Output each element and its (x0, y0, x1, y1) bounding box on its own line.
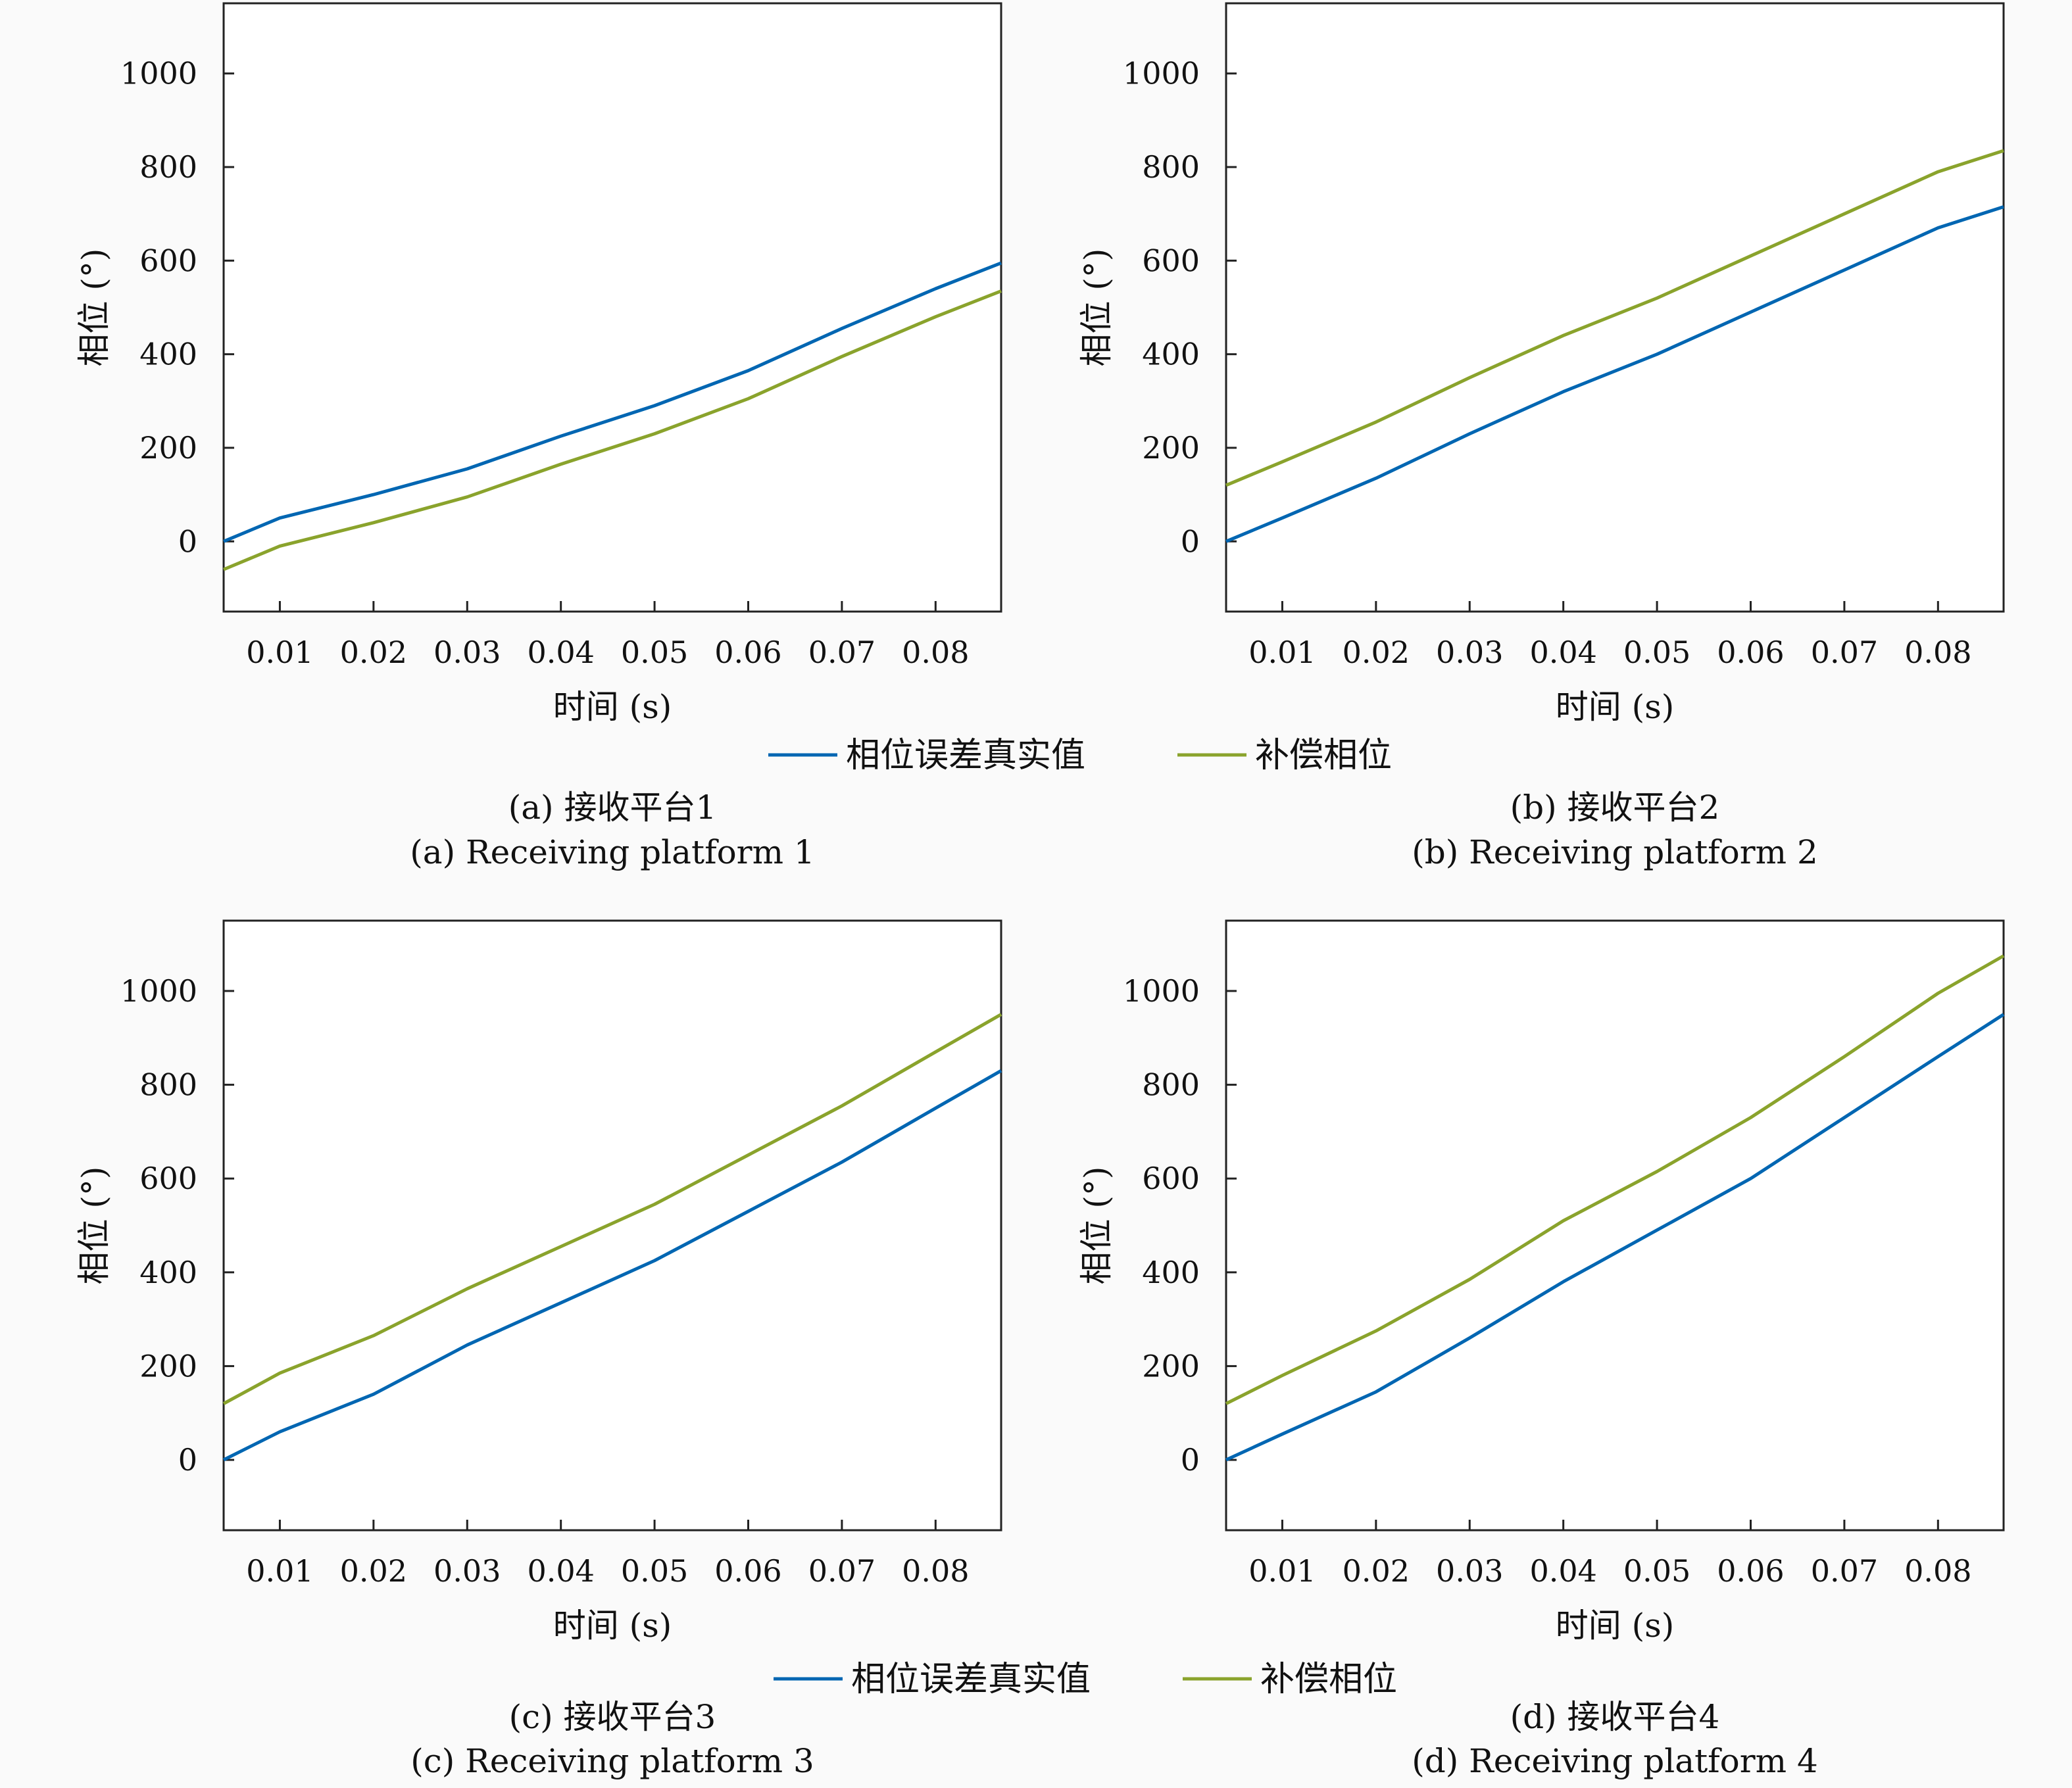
x-tick-label: 0.02 (340, 1553, 407, 1589)
plot-area (222, 919, 1002, 1532)
y-axis-title: 相位 (°) (75, 1167, 113, 1285)
y-tick-label: 1000 (1123, 56, 1200, 91)
x-tick-label: 0.03 (433, 635, 501, 670)
series-line-true-phase-error (223, 261, 1002, 543)
y-axis-title: 相位 (°) (1077, 1167, 1116, 1285)
y-tick-label: 400 (1142, 1255, 1200, 1290)
caption-en: (a) Receiving platform 1 (410, 833, 814, 871)
y-tick-label: 0 (1181, 1442, 1200, 1478)
x-tick-label: 0.07 (1811, 635, 1878, 670)
x-tick-label: 0.05 (1623, 635, 1690, 670)
series-line-true-phase-error (222, 1069, 1002, 1462)
x-axis-title: 时间 (s) (553, 688, 672, 726)
y-tick-label: 800 (139, 149, 197, 185)
x-tick-label: 0.06 (1717, 635, 1784, 670)
caption-cn: (a) 接收平台1 (508, 788, 717, 827)
y-tick-label: 200 (1142, 430, 1200, 466)
series-line-true-phase-error (1225, 205, 2004, 543)
caption-en: (d) Receiving platform 4 (1412, 1742, 1818, 1780)
x-tick-label: 0.04 (527, 1553, 594, 1589)
y-tick-label: 1000 (120, 973, 197, 1009)
plot-area (222, 2, 1002, 613)
x-tick-label: 0.04 (1529, 1553, 1596, 1589)
x-tick-label: 0.05 (1623, 1553, 1690, 1589)
x-tick-label: 0.01 (246, 635, 313, 670)
y-tick-label: 200 (1142, 1348, 1200, 1384)
x-tick-label: 0.02 (1343, 1553, 1410, 1589)
chart-panel-1: 0.01 0.02 0.03 0.04 0.05 0.06 0.07 0.08 0 200 400 6… (75, 2, 1002, 871)
x-tick-label: 0.08 (902, 1553, 969, 1589)
legend: 相位误差真实值 补偿相位 (768, 736, 1392, 775)
y-axis-title: 相位 (°) (75, 249, 113, 367)
x-tick-label: 0.03 (433, 1553, 501, 1589)
x-tick-label: 0.06 (1717, 1553, 1784, 1589)
series-line-compensated-phase (223, 289, 1002, 571)
y-tick-label: 600 (139, 243, 197, 278)
x-tick-label: 0.02 (340, 635, 407, 670)
y-tick-label: 0 (1181, 523, 1200, 559)
y-tick-label: 600 (1142, 243, 1200, 278)
y-tick-label: 200 (139, 430, 197, 466)
y-tick-label: 600 (139, 1161, 197, 1196)
chart-panel-2: 0.01 0.02 0.03 0.04 0.05 0.06 0.07 0.08 0 200 400 6… (1077, 2, 2005, 871)
x-tick-label: 0.04 (1529, 635, 1596, 670)
x-tick-label: 0.03 (1436, 635, 1503, 670)
x-tick-label: 0.05 (621, 1553, 688, 1589)
x-tick-label: 0.08 (902, 635, 969, 670)
legend: 相位误差真实值 补偿相位 (774, 1660, 1397, 1699)
x-tick-label: 0.02 (1343, 635, 1410, 670)
x-tick-label: 0.04 (527, 635, 594, 670)
x-tick-label: 0.08 (1904, 635, 1971, 670)
x-axis-title: 时间 (s) (1556, 688, 1675, 726)
legend-label: 补偿相位 (1255, 736, 1392, 775)
caption-cn: (b) 接收平台2 (1510, 788, 1720, 827)
x-tick-label: 0.05 (621, 635, 688, 670)
legend-label: 相位误差真实值 (846, 736, 1085, 775)
y-tick-label: 0 (178, 1442, 197, 1478)
y-tick-label: 400 (1142, 337, 1200, 372)
x-tick-label: 0.06 (714, 1553, 781, 1589)
x-tick-label: 0.03 (1436, 1553, 1503, 1589)
plot-area (1225, 919, 2005, 1532)
y-tick-label: 1000 (120, 56, 197, 91)
y-axis-title: 相位 (°) (1077, 249, 1116, 367)
x-axis-title: 时间 (s) (1556, 1607, 1675, 1645)
x-tick-label: 0.08 (1904, 1553, 1971, 1589)
x-tick-label: 0.07 (808, 635, 876, 670)
caption-cn: (d) 接收平台4 (1510, 1698, 1720, 1736)
y-tick-label: 1000 (1123, 973, 1200, 1009)
series-line-compensated-phase (1225, 149, 2004, 487)
x-tick-label: 0.06 (714, 635, 781, 670)
caption-en: (c) Receiving platform 3 (410, 1742, 814, 1780)
caption-en: (b) Receiving platform 2 (1412, 833, 1818, 871)
y-tick-label: 800 (139, 1067, 197, 1103)
plot-area (1225, 2, 2005, 613)
chart-panel-3: 0.01 0.02 0.03 0.04 0.05 0.06 0.07 0.08 0 200 400 6… (75, 919, 1002, 1780)
legend-label: 相位误差真实值 (851, 1660, 1091, 1699)
series-line-true-phase-error (1225, 1013, 2005, 1462)
series-line-compensated-phase (222, 1013, 1002, 1405)
x-tick-label: 0.01 (1248, 635, 1316, 670)
x-tick-label: 0.07 (808, 1553, 876, 1589)
y-tick-label: 600 (1142, 1161, 1200, 1196)
y-tick-label: 800 (1142, 149, 1200, 185)
y-tick-label: 0 (178, 523, 197, 559)
y-tick-label: 400 (139, 1255, 197, 1290)
y-tick-label: 400 (139, 337, 197, 372)
caption-cn: (c) 接收平台3 (509, 1698, 716, 1736)
y-tick-label: 200 (139, 1348, 197, 1384)
x-axis-title: 时间 (s) (553, 1607, 672, 1645)
series-line-compensated-phase (1225, 954, 2005, 1405)
x-tick-label: 0.01 (246, 1553, 313, 1589)
y-tick-label: 800 (1142, 1067, 1200, 1103)
legend-label: 补偿相位 (1260, 1660, 1397, 1699)
x-tick-label: 0.07 (1811, 1553, 1878, 1589)
chart-panel-4: 0.01 0.02 0.03 0.04 0.05 0.06 0.07 0.08 0 200 400 6… (1077, 919, 2005, 1780)
x-tick-label: 0.01 (1248, 1553, 1316, 1589)
